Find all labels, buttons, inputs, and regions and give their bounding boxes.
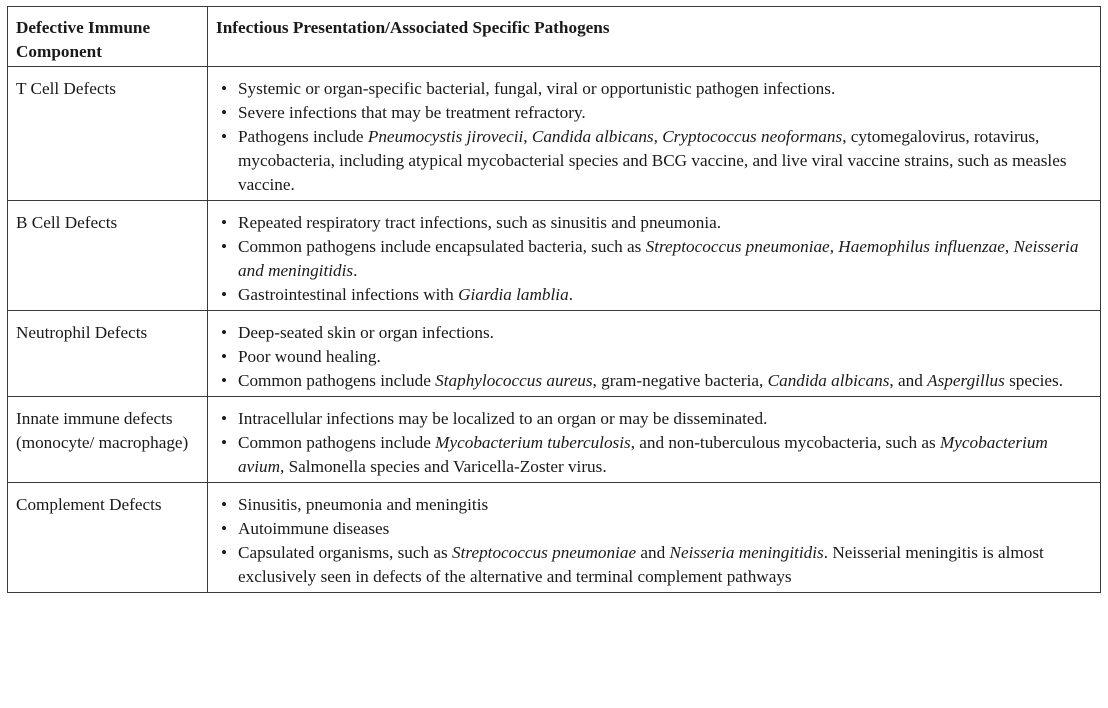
text-segment: Repeated respiratory tract infections, s… xyxy=(238,213,722,232)
text-segment: , and non-tuberculous mycobacteria, such… xyxy=(630,433,940,452)
list-item: • Poor wound healing. xyxy=(216,345,1092,369)
text-segment: . xyxy=(568,285,573,304)
text-segment: . Neisserial meningitis is almost exclus… xyxy=(238,543,1044,586)
header-presentation: Infectious Presentation/Associated Speci… xyxy=(207,6,1101,67)
list-item: • Sinusitis, pneumonia and meningitis xyxy=(216,493,1092,517)
list-item: • Common pathogens include Mycobacterium … xyxy=(216,431,1092,479)
bullet-icon: • xyxy=(221,433,228,452)
text-segment: species. xyxy=(1004,371,1064,390)
text-segment: , xyxy=(1004,237,1014,256)
bullet-list: • Deep-seated skin or organ infections. • P… xyxy=(216,321,1092,393)
table-row: Complement Defects • Sinusitis, pneumonia … xyxy=(7,482,1101,593)
list-item: • Severe infections that may be treatment… xyxy=(216,101,1092,125)
text-segment: Systemic or organ-specific bacterial, fu… xyxy=(238,79,836,98)
text-segment: Capsulated organisms, such as xyxy=(238,543,453,562)
table-body: T Cell Defects • Systemic or organ-specifi… xyxy=(7,66,1101,593)
text-segment: , xyxy=(523,127,532,146)
pathogen-name: Giardia lamblia xyxy=(458,285,569,304)
list-item: • Common pathogens include encapsulated b… xyxy=(216,235,1092,283)
bullet-icon: • xyxy=(221,323,228,342)
text-segment: Autoimmune diseases xyxy=(238,519,390,538)
header-component: Defective Immune Component xyxy=(7,6,208,67)
bullet-list: • Intracellular infections may be localiz… xyxy=(216,407,1092,479)
pathogen-name: Pneumocystis jirovecii xyxy=(367,127,524,146)
row-presentation-cell: • Sinusitis, pneumonia and meningitis • Aut… xyxy=(207,482,1101,593)
row-component-cell: Complement Defects xyxy=(7,482,208,593)
bullet-icon: • xyxy=(221,285,228,304)
bullet-icon: • xyxy=(221,409,228,428)
list-item: • Gastrointestinal infections with Giardi… xyxy=(216,283,1092,307)
pathogen-name: Mycobacterium tuberculosis xyxy=(435,433,631,452)
text-segment: Sinusitis, pneumonia and meningitis xyxy=(238,495,489,514)
text-segment: , cytomegalovirus, rotavirus, mycobacter… xyxy=(238,127,1067,194)
pathogen-name: Haemophilus influenzae xyxy=(838,237,1005,256)
table-row: B Cell Defects • Repeated respiratory trac… xyxy=(7,200,1101,311)
list-item: • Common pathogens include Staphylococcus… xyxy=(216,369,1092,393)
pathogen-name: Cryptococcus neoformans xyxy=(662,127,843,146)
pathogen-name: Candida albicans xyxy=(767,371,890,390)
row-component-cell: T Cell Defects xyxy=(7,66,208,201)
list-item: • Capsulated organisms, such as Streptoco… xyxy=(216,541,1092,589)
list-item: • Intracellular infections may be localiz… xyxy=(216,407,1092,431)
pathogen-name: Staphylococcus aureus xyxy=(435,371,593,390)
table-header-row: Defective Immune Component Infectious Pr… xyxy=(7,6,1101,67)
pathogen-name: Candida albicans xyxy=(531,127,654,146)
table-row: Innate immune defects (monocyte/ macroph… xyxy=(7,396,1101,483)
text-segment: Intracellular infections may be localize… xyxy=(238,409,768,428)
text-segment: Common pathogens include xyxy=(238,433,436,452)
bullet-icon: • xyxy=(221,127,228,146)
list-item: • Systemic or organ-specific bacterial, f… xyxy=(216,77,1092,101)
pathogen-name: Neisseria and meningitidis xyxy=(238,237,1079,280)
pathogen-name: Streptococcus pneumoniae xyxy=(645,237,830,256)
text-segment: , xyxy=(829,237,839,256)
bullet-icon: • xyxy=(221,543,228,562)
text-segment: Deep-seated skin or organ infections. xyxy=(238,323,494,342)
row-presentation-cell: • Repeated respiratory tract infections, … xyxy=(207,200,1101,311)
text-segment: Common pathogens include encapsulated ba… xyxy=(238,237,646,256)
row-presentation-cell: • Systemic or organ-specific bacterial, f… xyxy=(207,66,1101,201)
text-segment: , Salmonella species and Varicella-Zoste… xyxy=(280,457,607,476)
bullet-icon: • xyxy=(221,371,228,390)
list-item: • Pathogens include Pneumocystis jiroveci… xyxy=(216,125,1092,197)
bullet-icon: • xyxy=(221,213,228,232)
row-component-cell: Neutrophil Defects xyxy=(7,310,208,397)
text-segment: Pathogens include xyxy=(238,127,368,146)
table-row: T Cell Defects • Systemic or organ-specifi… xyxy=(7,66,1101,201)
text-segment: . xyxy=(353,261,358,280)
text-segment: and xyxy=(636,543,670,562)
bullet-list: • Repeated respiratory tract infections, … xyxy=(216,211,1092,307)
bullet-list: • Systemic or organ-specific bacterial, f… xyxy=(216,77,1092,197)
text-segment: Severe infections that may be treatment … xyxy=(238,103,586,122)
immune-defects-table: Defective Immune Component Infectious Pr… xyxy=(7,6,1101,593)
text-segment: , and xyxy=(889,371,928,390)
pathogen-name: Neisseria meningitidis xyxy=(669,543,824,562)
text-segment: , xyxy=(653,127,663,146)
row-presentation-cell: • Deep-seated skin or organ infections. • P… xyxy=(207,310,1101,397)
bullet-icon: • xyxy=(221,79,228,98)
bullet-icon: • xyxy=(221,495,228,514)
text-segment: Common pathogens include xyxy=(238,371,436,390)
list-item: • Autoimmune diseases xyxy=(216,517,1092,541)
row-component-cell: Innate immune defects (monocyte/ macroph… xyxy=(7,396,208,483)
list-item: • Deep-seated skin or organ infections. xyxy=(216,321,1092,345)
pathogen-name: Aspergillus xyxy=(927,371,1005,390)
bullet-icon: • xyxy=(221,519,228,538)
pathogen-name: Streptococcus pneumoniae xyxy=(452,543,637,562)
row-component-cell: B Cell Defects xyxy=(7,200,208,311)
bullet-icon: • xyxy=(221,347,228,366)
bullet-icon: • xyxy=(221,237,228,256)
list-item: • Repeated respiratory tract infections, … xyxy=(216,211,1092,235)
pathogen-name: Mycobacterium avium xyxy=(238,433,1048,476)
text-segment: , gram-negative bacteria, xyxy=(592,371,768,390)
text-segment: Gastrointestinal infections with xyxy=(238,285,459,304)
row-presentation-cell: • Intracellular infections may be localiz… xyxy=(207,396,1101,483)
text-segment: Poor wound healing. xyxy=(238,347,381,366)
bullet-icon: • xyxy=(221,103,228,122)
table-row: Neutrophil Defects • Deep-seated skin or o… xyxy=(7,310,1101,397)
bullet-list: • Sinusitis, pneumonia and meningitis • Aut… xyxy=(216,493,1092,589)
